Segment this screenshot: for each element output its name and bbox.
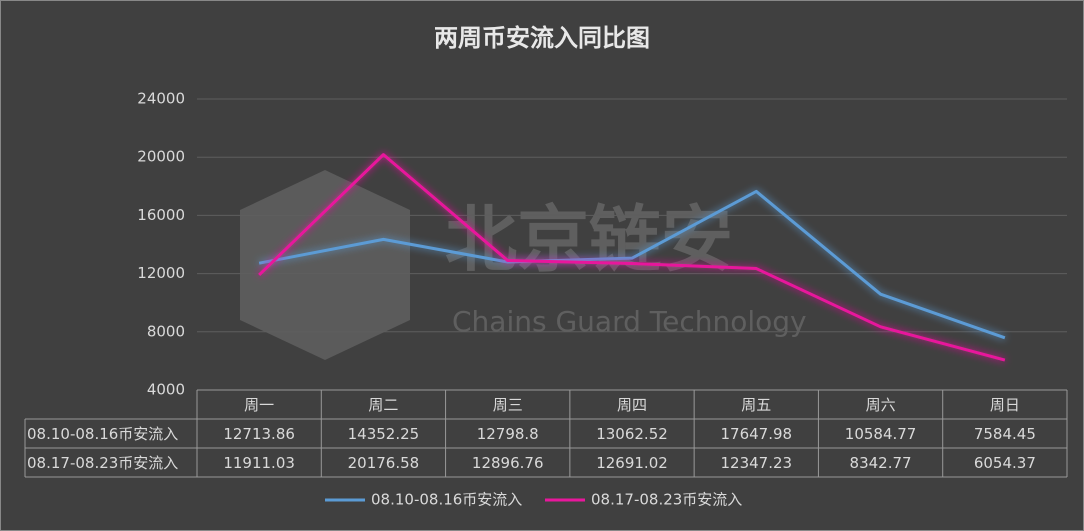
chart-title: 两周币安流入同比图	[434, 24, 650, 52]
table-cell: 12798.8	[477, 425, 539, 443]
x-tick-label: 周一	[244, 396, 274, 414]
watermark-subtext: Chains Guard Technology	[452, 305, 807, 338]
table-row-header: 08.10-08.16币安流入	[27, 425, 178, 443]
table-cell: 10584.77	[845, 425, 917, 443]
x-tick-label: 周五	[741, 396, 771, 414]
table-cell: 12691.02	[596, 454, 668, 472]
x-tick-label: 周日	[990, 396, 1020, 414]
table-cell: 20176.58	[348, 454, 420, 472]
y-tick-label: 20000	[137, 148, 185, 166]
table-cell: 12347.23	[720, 454, 792, 472]
watermark-logo	[240, 170, 410, 360]
table-cell: 13062.52	[596, 425, 668, 443]
table-cell: 17647.98	[720, 425, 792, 443]
x-tick-label: 周六	[866, 396, 896, 414]
table-cell: 12896.76	[472, 454, 544, 472]
x-tick-label: 周三	[493, 396, 523, 414]
series-line	[258, 153, 1006, 362]
legend-label: 08.17-08.23币安流入	[591, 491, 742, 509]
table-cell: 6054.37	[974, 454, 1036, 472]
y-tick-label: 16000	[137, 206, 185, 224]
x-tick-label: 周二	[368, 396, 398, 414]
table-cell: 7584.45	[974, 425, 1036, 443]
table-cell: 12713.86	[223, 425, 295, 443]
table-cell: 11911.03	[223, 454, 295, 472]
watermark: 北京链安 Chains Guard Technology	[240, 170, 807, 360]
table-cell: 8342.77	[850, 454, 912, 472]
y-tick-label: 4000	[147, 381, 185, 399]
y-tick-label: 8000	[147, 322, 185, 340]
x-tick-label: 周四	[617, 396, 647, 414]
series-line	[258, 189, 1006, 340]
y-tick-label: 24000	[137, 90, 185, 108]
legend-label: 08.10-08.16币安流入	[371, 491, 522, 509]
y-tick-label: 12000	[137, 264, 185, 282]
watermark-text: 北京链安	[445, 198, 733, 282]
table-row-header: 08.17-08.23币安流入	[27, 454, 178, 472]
table-cell: 14352.25	[348, 425, 420, 443]
